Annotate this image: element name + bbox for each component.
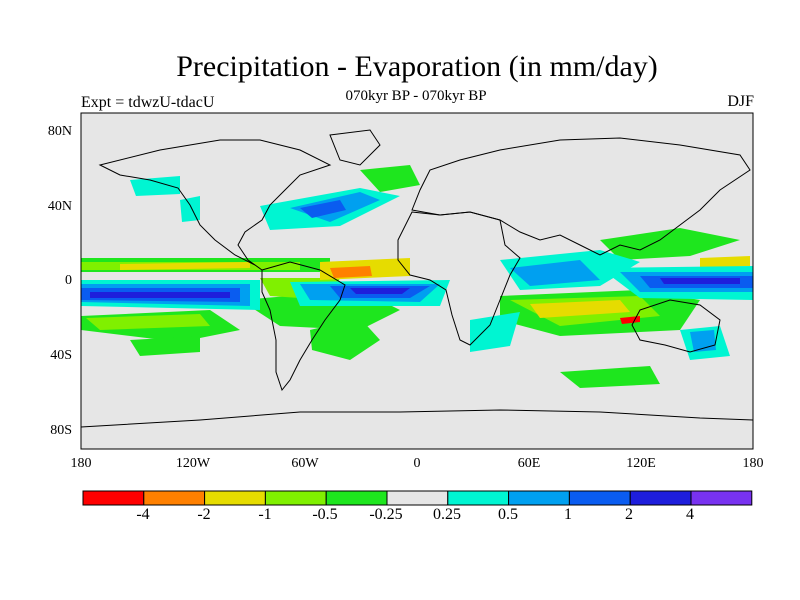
anomaly-patch	[510, 260, 600, 286]
colorbar-label: -4	[136, 506, 150, 523]
figure-title: Precipitation - Evaporation (in mm/day)	[176, 50, 658, 83]
colorbar-label: 0.5	[498, 506, 518, 523]
colorbar-swatch	[568, 490, 631, 506]
colorbar-label: -1	[258, 506, 272, 523]
season-label: DJF	[727, 93, 754, 110]
coastline-antarctica	[81, 409, 753, 428]
coastline-australia	[631, 299, 721, 353]
map-frame	[80, 112, 754, 450]
map-panel	[80, 112, 754, 450]
anomaly-patch	[600, 228, 740, 260]
anomaly-patch	[700, 256, 750, 268]
figure-subtitle: 070kyr BP - 070kyr BP	[345, 88, 487, 104]
lat-tick-label: 40N	[47, 199, 72, 214]
colorbar-label: 4	[686, 506, 694, 523]
lon-tick-label: 60W	[291, 456, 319, 471]
coastline-south-america	[261, 261, 346, 392]
lat-tick-label: 80S	[50, 423, 72, 438]
coastline-eurasia	[411, 137, 751, 256]
anomaly-patch	[86, 314, 210, 330]
colorbar-label: -0.5	[312, 506, 338, 523]
anomaly-patch	[310, 318, 380, 360]
lat-tick-label: 80N	[47, 124, 72, 139]
anomaly-patch	[130, 336, 200, 356]
anomaly-patch	[300, 200, 346, 218]
colorbar-swatch	[204, 490, 266, 506]
anomaly-patch	[560, 366, 660, 388]
lon-tick-label: 60E	[517, 456, 541, 471]
lon-tick-label: 120W	[175, 456, 211, 471]
anomaly-patch	[120, 262, 250, 270]
colorbar-label: -2	[197, 506, 211, 523]
colorbar-label: 1	[564, 506, 572, 523]
anomaly-patch	[130, 176, 180, 196]
coastline-africa	[397, 211, 521, 346]
lon-tick-label: 120E	[626, 456, 656, 471]
experiment-label: Expt = tdwzU-tdacU	[81, 94, 215, 111]
anomaly-patch	[620, 316, 640, 324]
coastline-greenland	[329, 129, 381, 166]
lat-tick-label: 0	[65, 273, 72, 288]
colorbar-swatch	[447, 490, 510, 506]
colorbar-swatch	[386, 490, 449, 506]
lon-tick-label: 180	[70, 456, 92, 471]
colorbar-swatch	[690, 490, 753, 506]
anomaly-patch	[470, 312, 520, 352]
coastline-north-america	[98, 139, 332, 271]
colorbar	[82, 490, 753, 506]
colorbar-label: 2	[625, 506, 633, 523]
colorbar-label: -0.25	[369, 506, 403, 523]
colorbar-swatch	[264, 490, 327, 506]
colorbar-swatch	[508, 490, 570, 506]
colorbar-swatch	[325, 490, 388, 506]
anomaly-patch	[90, 292, 230, 298]
colorbar-swatch	[629, 490, 692, 506]
coastline-icon	[81, 129, 753, 428]
anomaly-patch	[360, 165, 420, 192]
anomaly-patch	[530, 300, 630, 318]
anomaly-patch	[350, 288, 410, 294]
lat-tick-label: 40S	[50, 348, 72, 363]
colorbar-swatch	[82, 490, 145, 506]
lon-tick-label: 0	[413, 456, 421, 471]
lon-tick-label: 180	[742, 456, 764, 471]
colorbar-label: 0.25	[433, 506, 461, 523]
colorbar-swatch	[143, 490, 206, 506]
anomaly-patch	[660, 278, 740, 284]
anomaly-patch	[330, 266, 372, 278]
